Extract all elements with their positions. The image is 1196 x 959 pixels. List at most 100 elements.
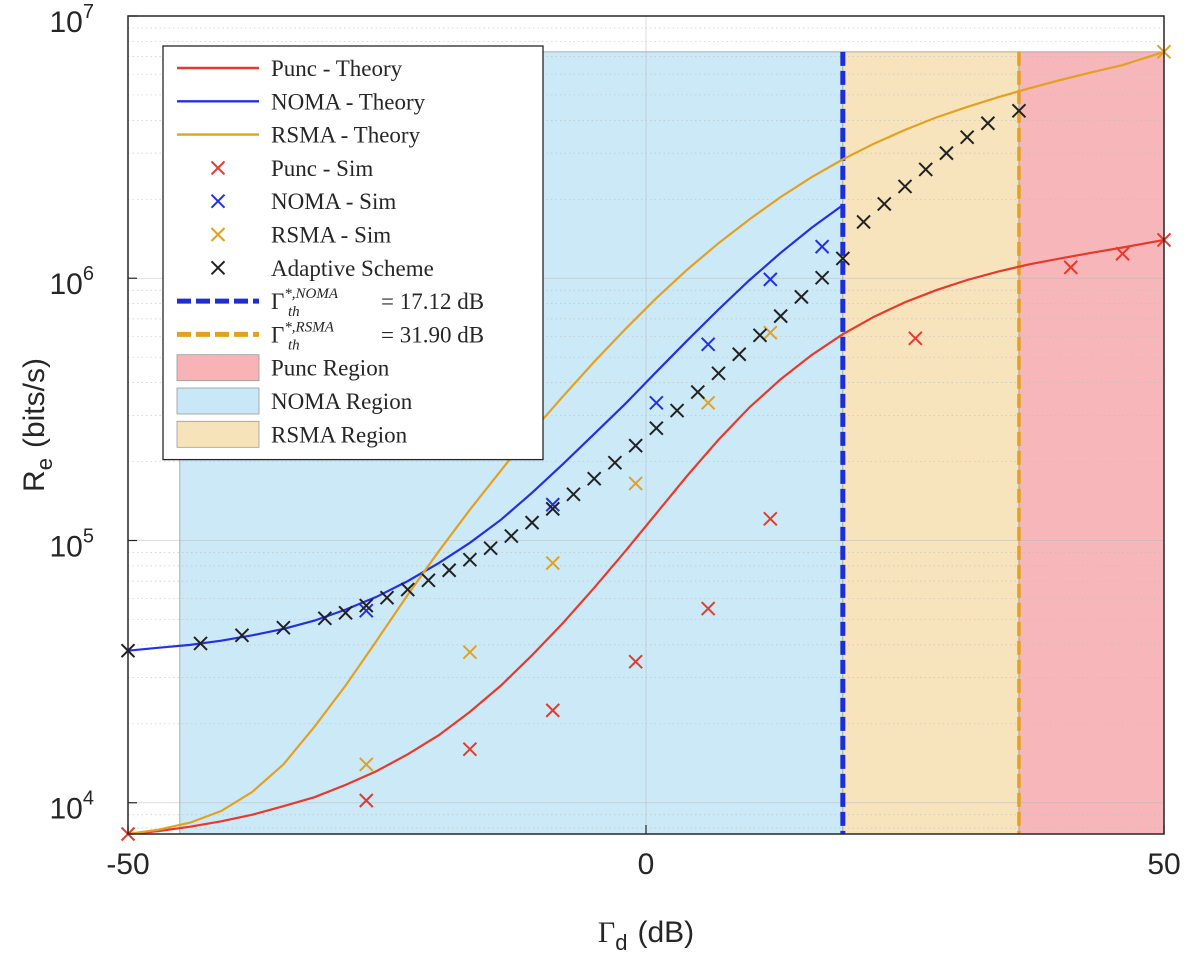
marker-adaptive-scheme [980,116,996,131]
marker-rsma-sim [628,476,643,491]
y-axis-symbol: R [18,470,51,492]
x-axis-title: Γd (dB) [598,916,694,955]
marker-stroke-b [462,742,478,757]
marker-adaptive-scheme [276,620,291,635]
legend-symbol: Γ [271,289,284,314]
marker-adaptive-scheme [959,129,975,145]
marker-punc-sim [763,511,778,526]
marker-stroke-b [669,403,685,418]
marker-stroke-b [794,289,809,305]
marker-stroke-b [234,628,250,643]
region-rsma-region [842,51,1020,835]
marker-punc-sim [359,793,374,808]
marker-adaptive-scheme [794,289,809,305]
marker-stroke-b [359,598,374,613]
marker-stroke-b [835,251,851,266]
marker-rsma-sim [462,644,478,660]
marker-punc-sim [462,742,478,757]
legend-swatch-patch [176,420,260,448]
legend-sup: *,NOMA [284,286,339,302]
y-axis-sub: e [32,458,57,470]
legend-sup: *,RSMA [284,319,334,335]
marker-adaptive-scheme [338,605,353,621]
marker-adaptive-scheme [856,214,871,230]
marker-punc-sim [1063,260,1078,275]
legend-entry-rsma-theory: RSMA - Theory [177,123,421,148]
marker-stroke-b [462,552,478,567]
legend-label: Punc - Theory [271,56,403,81]
marker-adaptive-scheme [586,471,602,486]
marker-adaptive-scheme [504,528,519,544]
y-tick-label: 104 [50,788,95,826]
legend-entry-rsma-threshold: Γ*,RSMA th = 31.90 dB [177,319,484,353]
marker-adaptive-scheme [545,501,560,517]
y-tick-label: 106 [50,263,95,301]
marker-stroke-b [1115,246,1130,261]
marker-adaptive-scheme [566,487,581,502]
marker-stroke-b [711,366,726,381]
marker-stroke-b [628,654,643,669]
legend-sub: th [288,337,300,353]
marker-adaptive-scheme [524,515,540,530]
marker-stroke-b [752,328,768,343]
marker-stroke-b [545,555,560,571]
marker-layer [120,44,1172,842]
marker-stroke-b [210,260,226,276]
marker-stroke-b [628,476,643,491]
legend-value: = 17.12 dB [381,289,484,314]
y-tick-exponent: 7 [83,1,94,23]
y-axis-unit: (bits/s) [18,358,51,448]
marker-stroke-b [462,644,478,660]
marker-stroke-b [649,395,664,411]
region-punc-region [1018,51,1165,835]
y-tick-label: 105 [50,525,95,563]
marker-stroke-b [814,270,830,285]
legend-entry-rsma-sim: RSMA - Sim [210,223,391,248]
legend-swatch-marker [210,227,226,242]
marker-adaptive-scheme [918,162,933,177]
y-tick-base: 10 [50,6,83,39]
marker-noma-sim [545,497,560,512]
legend-swatch-marker [210,260,226,276]
marker-adaptive-scheme [607,455,623,470]
x-axis-symbol: Γ [598,916,615,949]
legend-label: Γ*,RSMA th = 31.90 dB [271,319,484,353]
marker-adaptive-scheme [400,582,415,597]
marker-stroke-b [1011,103,1027,119]
marker-stroke-b [607,455,623,470]
marker-adaptive-scheme [483,540,498,556]
marker-noma-sim [359,603,374,618]
threshold-layer [840,51,1021,834]
marker-stroke-b [400,582,415,597]
marker-adaptive-scheme [317,611,333,626]
marker-punc-sim [908,331,923,346]
marker-adaptive-scheme [421,573,436,588]
marker-stroke-b [814,239,830,254]
legend-label: Punc - Sim [271,156,373,181]
marker-stroke-b [918,162,933,177]
legend-entry-noma-threshold: Γ*,NOMA th = 17.12 dB [177,286,484,320]
marker-stroke-b [276,620,291,635]
marker-noma-sim [649,395,664,411]
marker-stroke-b [897,179,913,194]
y-tick-base: 10 [50,530,83,563]
legend-entry-noma-theory: NOMA - Theory [177,89,426,114]
marker-adaptive-scheme [835,251,851,266]
marker-stroke-b [483,540,498,556]
y-tick-exponent: 4 [83,788,94,810]
marker-stroke-b [338,605,353,621]
marker-stroke-b [210,227,226,242]
marker-punc-sim [628,654,643,669]
marker-stroke-b [877,196,892,212]
legend-label: Γ*,NOMA th = 17.12 dB [271,286,484,320]
marker-adaptive-scheme [669,403,685,418]
legend-value: = 31.90 dB [381,322,484,347]
legend-entry-noma-region: NOMA Region [176,387,413,415]
marker-stroke-b [649,421,664,436]
x-tick-label: 50 [1147,848,1180,881]
marker-adaptive-scheme [939,145,954,161]
legend-entry-adaptive-scheme: Adaptive Scheme [210,256,434,281]
marker-stroke-b [763,511,778,526]
